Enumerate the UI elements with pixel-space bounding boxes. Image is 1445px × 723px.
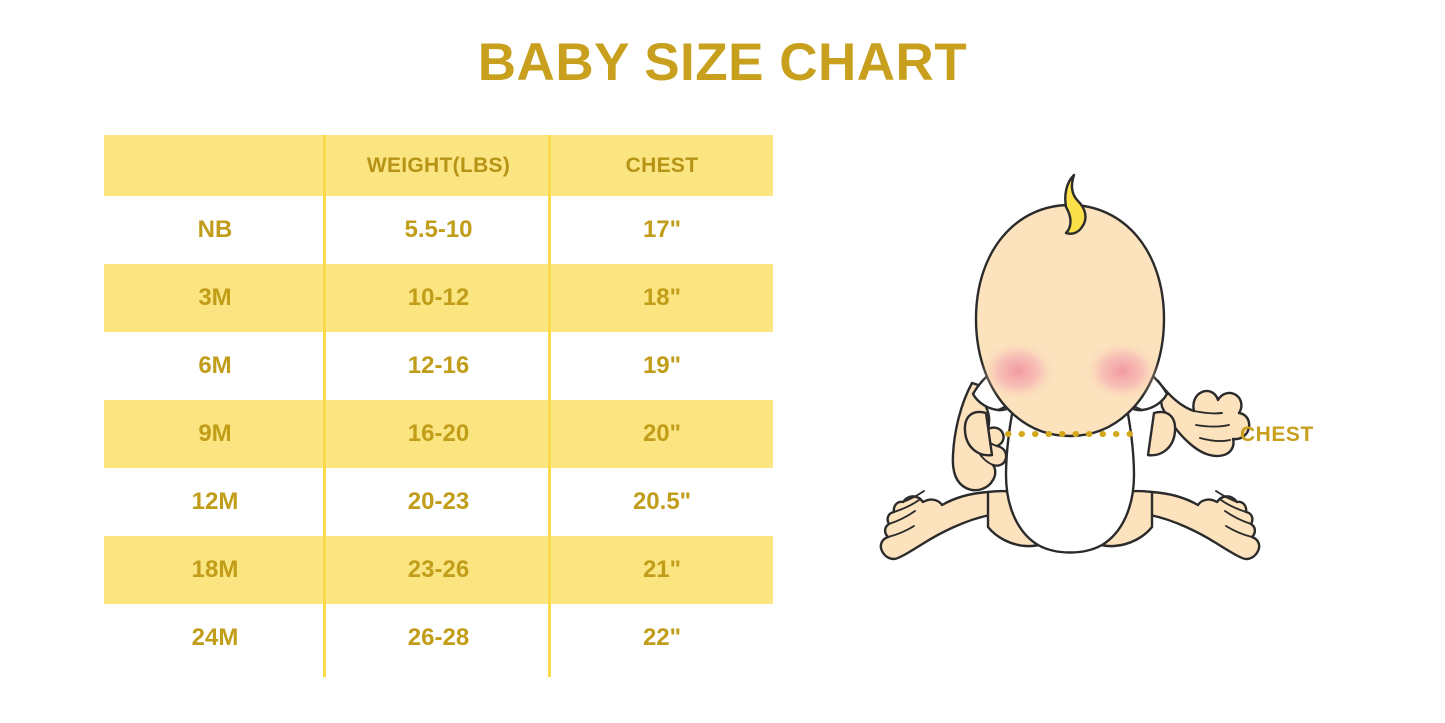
table-row: 6M 12-16 19" [104,332,773,400]
column-header-weight: WEIGHT(LBS) [366,154,511,177]
cell-size: 6M [198,352,232,379]
page-title: BABY SIZE CHART [477,33,968,92]
cell-size: 3M [198,284,232,311]
cell-chest: 18" [642,284,682,311]
baby-left-cheek-blush [980,341,1056,401]
chest-measurement-label: CHEST [1240,423,1314,446]
cell-weight: 10-12 [407,284,470,311]
cell-size: 12M [191,488,239,515]
column-header-chest: CHEST [625,154,699,177]
table-row: 24M 26-28 22" [104,604,773,672]
baby-hair-curl [1064,173,1087,235]
cell-weight: 16-20 [407,420,470,447]
cell-weight: 5.5-10 [404,216,473,243]
table-row: NB 5.5-10 17" [104,196,773,264]
cell-size: 24M [191,624,239,651]
table-row: 18M 23-26 21" [104,536,773,604]
cell-weight: 23-26 [407,556,470,583]
cell-chest: 20" [642,420,682,447]
cell-chest: 19" [642,352,682,379]
cell-chest: 20.5" [632,488,692,515]
cell-weight: 20-23 [407,488,470,515]
table-row: 3M 10-12 18" [104,264,773,332]
size-chart-table: WEIGHT(LBS) CHEST NB 5.5-10 17" 3M 10-12… [104,135,773,677]
table-header-row: WEIGHT(LBS) CHEST [104,135,773,196]
cell-size: 18M [191,556,239,583]
table-row: 9M 16-20 20" [104,400,773,468]
baby-right-arm [1156,379,1251,458]
baby-head [963,203,1177,457]
cell-chest: 17" [642,216,682,243]
baby-right-cheek-blush [1084,341,1160,401]
table-row: 12M 20-23 20.5" [104,468,773,536]
cell-chest: 21" [642,556,682,583]
cell-size: 9M [198,420,232,447]
cell-size: NB [197,216,233,243]
column-divider-1 [323,135,326,677]
cell-weight: 12-16 [407,352,470,379]
baby-illustration [860,155,1280,595]
cell-weight: 26-28 [407,624,470,651]
table-grid: WEIGHT(LBS) CHEST NB 5.5-10 17" 3M 10-12… [104,135,773,677]
baby-right-ear [1146,410,1177,457]
column-divider-2 [548,135,551,677]
baby-left-ear [963,410,994,457]
cell-chest: 22" [642,624,682,651]
